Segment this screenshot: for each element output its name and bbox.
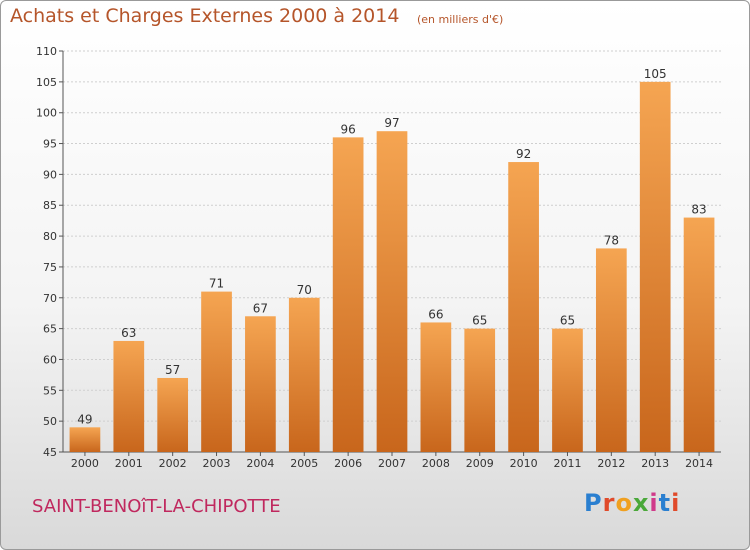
x-tick-label: 2013: [641, 457, 669, 470]
y-tick-label: 100: [36, 107, 57, 120]
proxiti-logo: Proxiti: [584, 489, 680, 517]
chart-title: Achats et Charges Externes 2000 à 2014: [10, 5, 400, 27]
x-tick-label: 2009: [466, 457, 494, 470]
data-labels: 49 63 57 71 67 70 96 97 66 65 92 65 78 105 83: [77, 67, 706, 426]
data-label: 57: [165, 363, 180, 377]
y-tick-label: 110: [36, 45, 57, 58]
bar-2013: [639, 81, 671, 452]
x-tick-label: 2007: [378, 457, 406, 470]
y-tick-label: 75: [43, 261, 57, 274]
data-label: 70: [297, 283, 312, 297]
bar-2009: [464, 328, 496, 452]
place-name: SAINT-BENOîT-LA-CHIPOTTE: [32, 496, 281, 517]
data-label: 65: [472, 314, 487, 328]
logo-letter: o: [615, 489, 633, 517]
y-tick-label: 45: [43, 446, 57, 459]
y-tick-label: 85: [43, 199, 57, 212]
x-tick-label: 2010: [510, 457, 538, 470]
data-label: 63: [121, 326, 136, 340]
x-tick-label: 2008: [422, 457, 450, 470]
data-label: 96: [340, 122, 355, 136]
chart-subtitle: (en milliers d'€): [417, 13, 504, 26]
logo-letter: i: [671, 489, 681, 517]
x-tick-label: 2011: [553, 457, 581, 470]
data-label: 65: [560, 314, 575, 328]
y-tick-label: 105: [36, 76, 57, 89]
x-tick-label: 2005: [290, 457, 318, 470]
data-label: 67: [253, 301, 268, 315]
x-tick-label: 2004: [246, 457, 274, 470]
y-tick-label: 70: [43, 292, 57, 305]
y-tick-label: 60: [43, 353, 57, 366]
x-tick-label: 2003: [203, 457, 231, 470]
data-label: 97: [384, 116, 399, 130]
bar-2003: [201, 291, 232, 452]
bar-2006: [332, 137, 364, 452]
data-label: 83: [691, 203, 706, 217]
bars: [69, 81, 715, 453]
x-tick-label: 2006: [334, 457, 362, 470]
y-tick-label: 90: [43, 168, 57, 181]
x-tick-label: 2001: [115, 457, 143, 470]
x-tick-label: 2000: [71, 457, 99, 470]
y-tick-label: 50: [43, 415, 57, 428]
data-label: 49: [77, 412, 92, 426]
bar-2010: [508, 162, 539, 453]
logo-letter: x: [632, 489, 650, 517]
x-tick-label: 2012: [597, 457, 625, 470]
y-tick-label: 55: [43, 384, 57, 397]
data-label: 92: [516, 147, 531, 161]
bar-2004: [245, 316, 276, 452]
x-tick-label: 2002: [159, 457, 187, 470]
data-label: 105: [644, 67, 667, 81]
y-tick-label: 65: [43, 323, 57, 336]
logo-letter: t: [658, 489, 672, 517]
bar-2007: [376, 131, 408, 452]
data-label: 78: [604, 233, 619, 247]
bar-2011: [552, 328, 583, 452]
bar-2005: [288, 297, 320, 452]
bar-2014: [683, 217, 715, 452]
x-tick-label: 2014: [685, 457, 713, 470]
logo-letter: i: [649, 489, 659, 517]
bar-2008: [420, 322, 452, 452]
bar-2000: [69, 427, 101, 452]
bar-2002: [157, 377, 189, 452]
logo-letter: r: [602, 489, 616, 517]
bar-2012: [595, 248, 627, 452]
y-tick-label: 95: [43, 138, 57, 151]
y-tick-label: 80: [43, 230, 57, 243]
bar-2001: [113, 340, 145, 452]
data-label: 66: [428, 307, 443, 321]
logo-letter: P: [584, 489, 603, 517]
data-label: 71: [209, 277, 224, 291]
